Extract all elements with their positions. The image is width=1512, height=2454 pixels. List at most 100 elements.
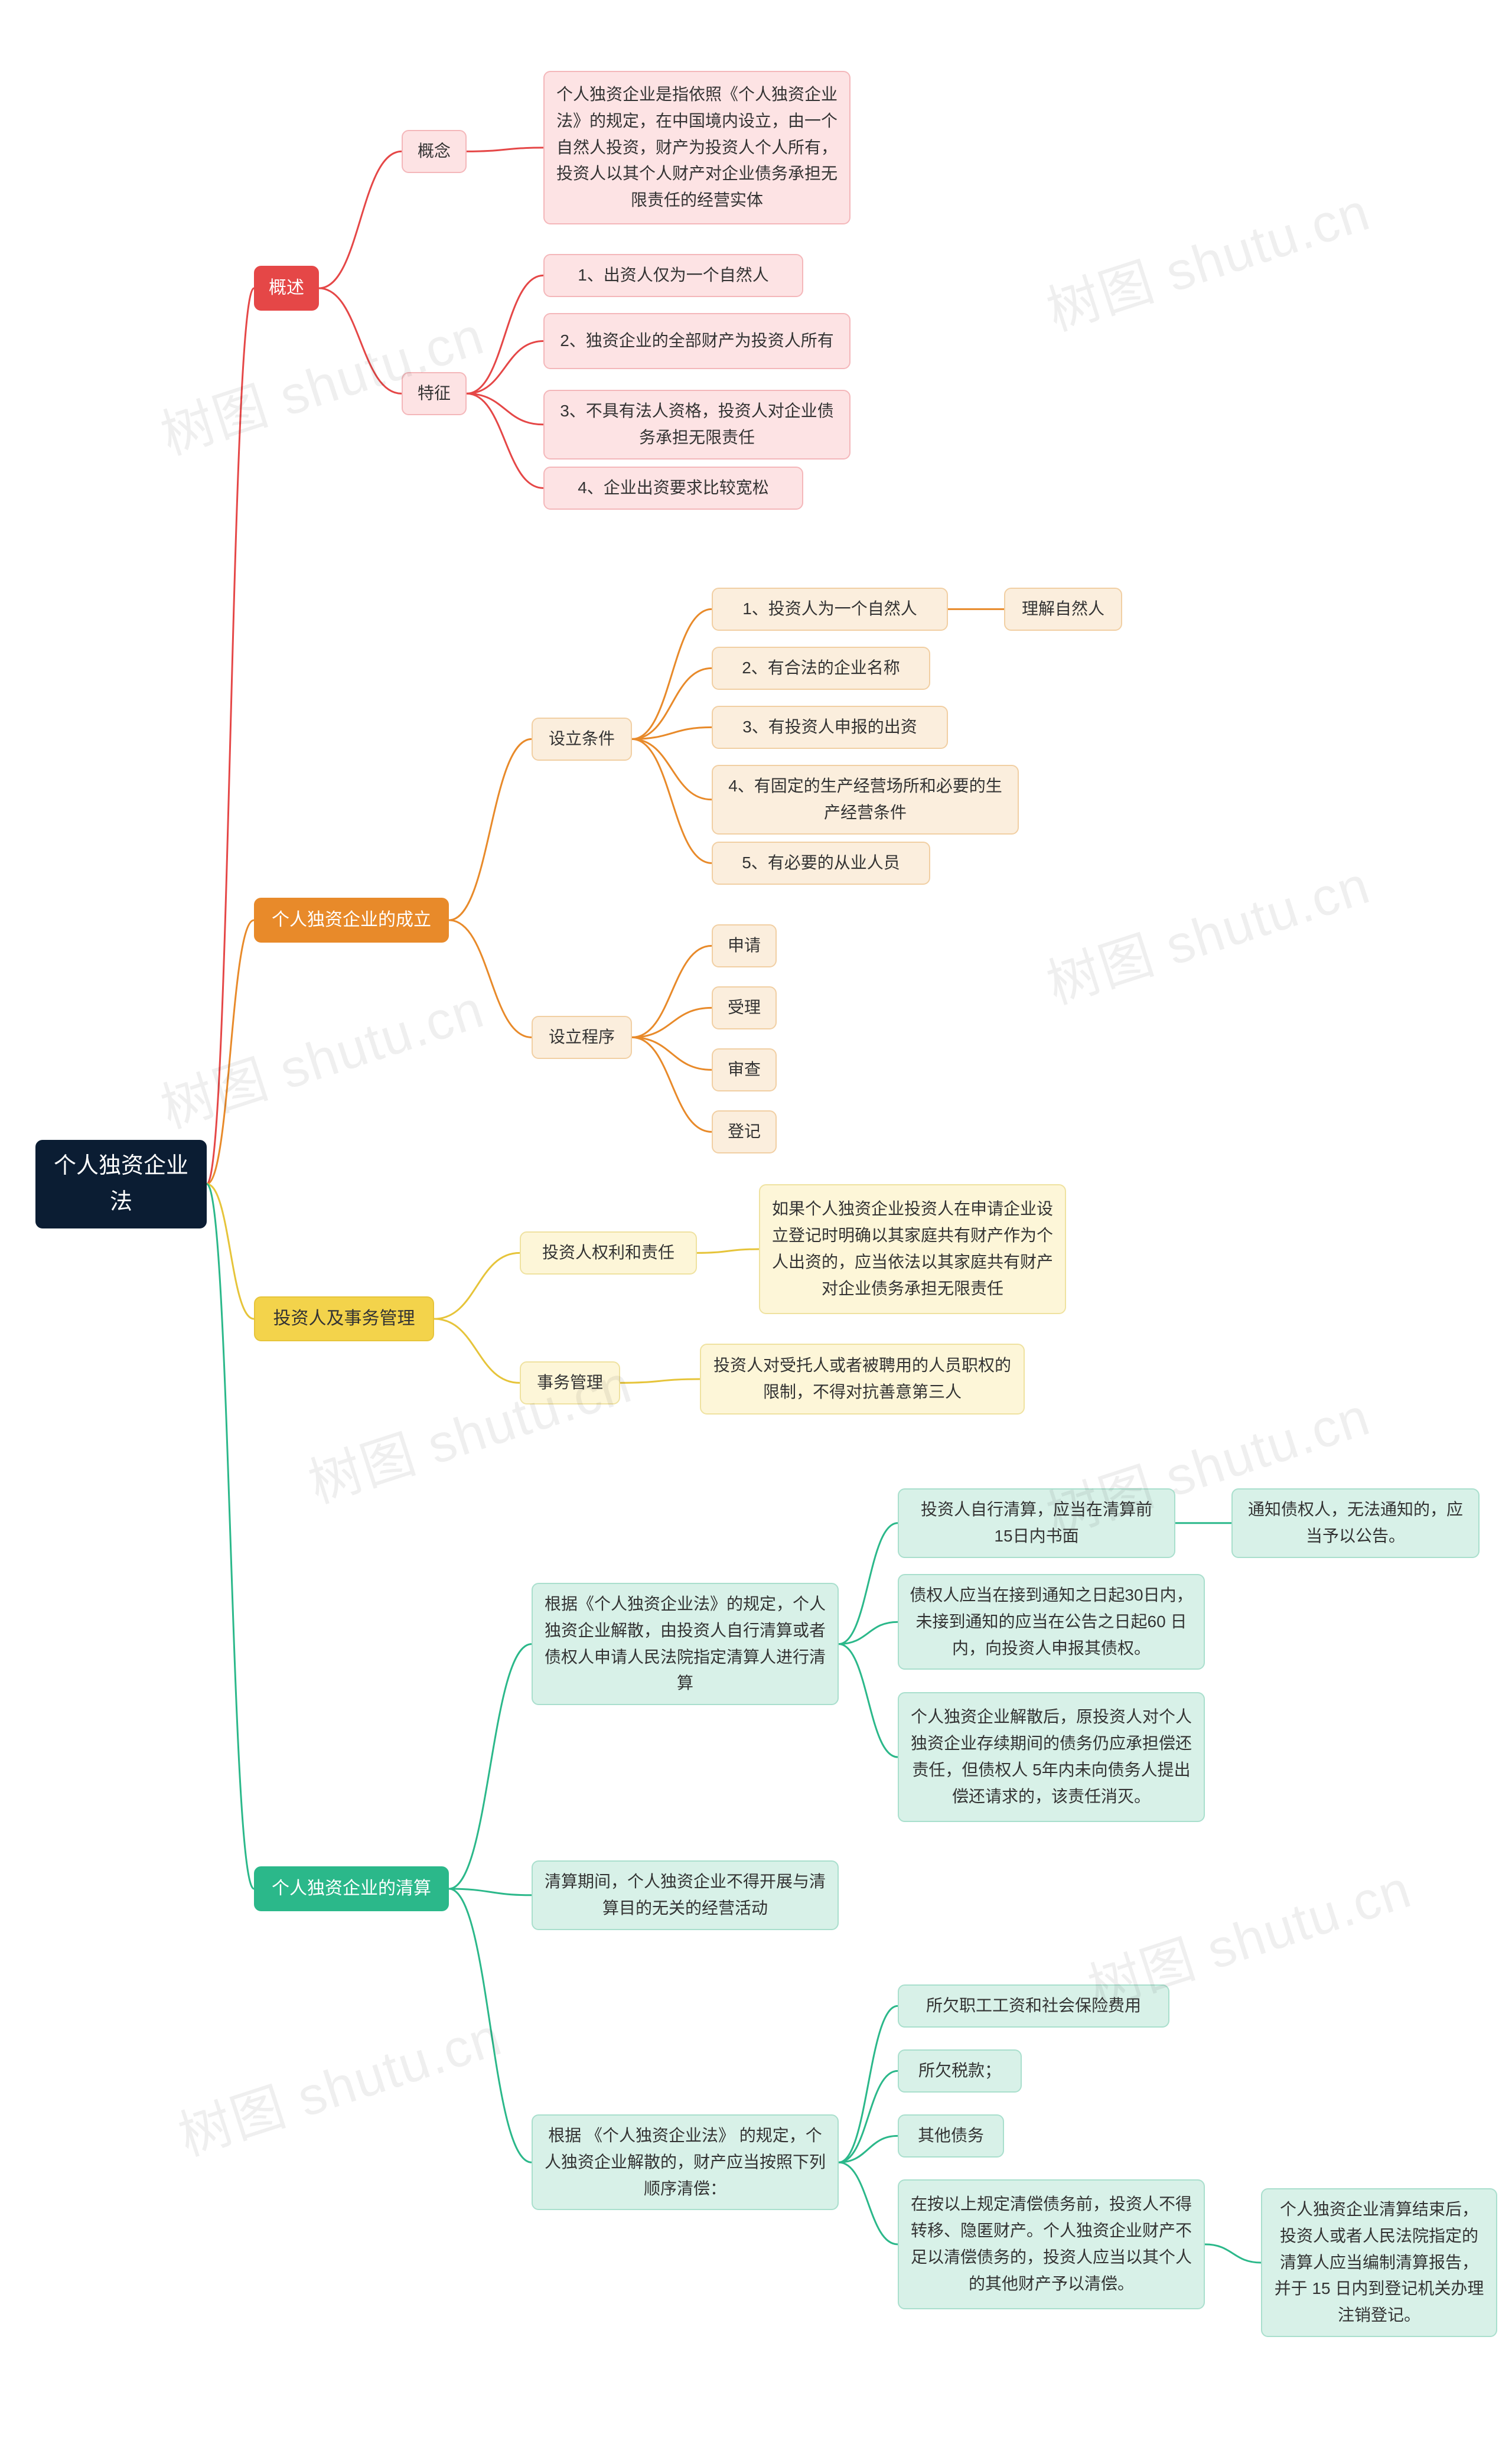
node-b4c4x[interactable]: 个人独资企业清算结束后，投资人或者人民法院指定的清算人应当编制清算报告，并于 1… [1261,2188,1497,2337]
node-b2a5[interactable]: 5、有必要的从业人员 [712,842,930,885]
link-b1-b1b [319,288,402,393]
node-b2a3[interactable]: 3、有投资人申报的出资 [712,706,948,749]
link-b4a-b4a1 [839,1523,898,1644]
link-b2-b2b [449,920,532,1037]
link-b1b-b1b3 [467,393,543,424]
node-label: 4、企业出资要求比较宽松 [578,475,769,501]
node-b3[interactable]: 投资人及事务管理 [254,1296,434,1341]
node-b4c[interactable]: 根据 《个人独资企业法》 的规定，个人独资企业解散的，财产应当按照下列顺序清偿： [532,2114,839,2210]
node-label: 审查 [728,1057,761,1083]
node-label: 5、有必要的从业人员 [742,850,900,876]
link-b1b-b1b2 [467,341,543,394]
node-b2a4[interactable]: 4、有固定的生产经营场所和必要的生产经营条件 [712,765,1019,835]
watermark: 树图 shutu.cn [150,966,493,1143]
node-label: 其他债务 [918,2123,984,2149]
node-b2[interactable]: 个人独资企业的成立 [254,898,449,943]
node-label: 事务管理 [537,1370,603,1396]
node-label: 设立条件 [549,726,615,752]
node-label: 理解自然人 [1022,596,1104,623]
node-b2a2[interactable]: 2、有合法的企业名称 [712,647,930,690]
node-b3a1[interactable]: 如果个人独资企业投资人在申请企业设立登记时明确以其家庭共有财产作为个人出资的，应… [759,1184,1066,1314]
node-label: 2、有合法的企业名称 [742,655,900,682]
node-label: 受理 [728,995,761,1021]
node-root[interactable]: 个人独资企业法 [35,1140,207,1228]
node-b2b1[interactable]: 申请 [712,924,777,967]
node-label: 4、有固定的生产经营场所和必要的生产经营条件 [724,773,1007,826]
link-root-b4 [207,1184,254,1889]
node-b4a1[interactable]: 投资人自行清算，应当在清算前 15日内书面 [898,1488,1175,1558]
link-b4c-b4c3 [839,2136,898,2162]
node-label: 投资人权利和责任 [542,1240,674,1266]
node-b4a[interactable]: 根据《个人独资企业法》的规定，个人独资企业解散，由投资人自行清算或者债权人申请人… [532,1583,839,1705]
node-label: 根据《个人独资企业法》的规定，个人独资企业解散，由投资人自行清算或者债权人申请人… [543,1591,827,1697]
link-b2a-b2a1 [632,609,712,739]
node-b3b[interactable]: 事务管理 [520,1361,620,1404]
node-label: 在按以上规定清偿债务前，投资人不得转移、隐匿财产。个人独资企业财产不足以清偿债务… [910,2191,1193,2297]
link-b1b-b1b4 [467,393,543,488]
node-b2b4[interactable]: 登记 [712,1110,777,1153]
link-b4c4-b4c4x [1205,2244,1261,2263]
link-b2a-b2a2 [632,668,712,739]
mindmap-stage: 个人独资企业法 概述 概念 个人独资企业是指依照《个人独资企业法》的规定，在中国境内设… [0,0,1512,2454]
link-b2-b2a [449,739,532,920]
node-b3a[interactable]: 投资人权利和责任 [520,1231,697,1275]
link-b4-b4c [449,1889,532,2162]
node-label: 个人独资企业是指依照《个人独资企业法》的规定，在中国境内设立，由一个自然人投资，… [555,82,839,214]
node-label: 特征 [418,380,451,407]
node-b1a[interactable]: 概念 [402,130,467,173]
link-root-b2 [207,920,254,1184]
node-label: 申请 [728,933,761,959]
node-b2b[interactable]: 设立程序 [532,1016,632,1059]
link-b3b-b3b1 [620,1379,700,1383]
node-label: 投资人对受托人或者被聘用的人员职权的限制，不得对抗善意第三人 [712,1353,1013,1406]
node-b1a1[interactable]: 个人独资企业是指依照《个人独资企业法》的规定，在中国境内设立，由一个自然人投资，… [543,71,850,224]
node-label: 概念 [418,138,451,165]
node-b2a1x[interactable]: 理解自然人 [1004,588,1122,631]
link-b2a-b2a3 [632,727,712,739]
node-b4c2[interactable]: 所欠税款； [898,2049,1022,2093]
node-b2a[interactable]: 设立条件 [532,718,632,761]
node-b4c1[interactable]: 所欠职工工资和社会保险费用 [898,1984,1169,2028]
link-b4c-b4c1 [839,2006,898,2162]
node-b4b[interactable]: 清算期间，个人独资企业不得开展与清算目的无关的经营活动 [532,1860,839,1930]
link-b4c-b4c4 [839,2162,898,2244]
link-b4c-b4c2 [839,2071,898,2162]
link-b3-b3b [434,1319,520,1383]
node-b1b3[interactable]: 3、不具有法人资格，投资人对企业债务承担无限责任 [543,390,850,459]
node-b2a1[interactable]: 1、投资人为一个自然人 [712,588,948,631]
node-label: 个人独资企业清算结束后，投资人或者人民法院指定的清算人应当编制清算报告，并于 1… [1273,2196,1485,2329]
node-b1b[interactable]: 特征 [402,372,467,415]
link-b1-b1a [319,151,402,288]
node-b4c3[interactable]: 其他债务 [898,2114,1004,2158]
watermark: 树图 shutu.cn [168,1994,510,2171]
node-b2b3[interactable]: 审查 [712,1048,777,1091]
link-b4-b4b [449,1889,532,1895]
watermark: 树图 shutu.cn [1036,842,1379,1019]
node-b4a2[interactable]: 债权人应当在接到通知之日起30日内，未接到通知的应当在公告之日起60 日内，向投… [898,1574,1205,1670]
node-b4a3[interactable]: 个人独资企业解散后，原投资人对个人独资企业存续期间的债务仍应承担偿还责任，但债权… [898,1692,1205,1822]
node-b1b4[interactable]: 4、企业出资要求比较宽松 [543,467,803,510]
link-b2b-b2b2 [632,1008,712,1037]
node-label: 概述 [269,274,304,302]
node-b3b1[interactable]: 投资人对受托人或者被聘用的人员职权的限制，不得对抗善意第三人 [700,1344,1025,1415]
node-b1b2[interactable]: 2、独资企业的全部财产为投资人所有 [543,313,850,369]
node-b4a1x[interactable]: 通知债权人，无法通知的，应当予以公告。 [1231,1488,1480,1558]
link-b1a-b1a1 [467,148,543,151]
link-root-b1 [207,288,254,1184]
node-b4c4[interactable]: 在按以上规定清偿债务前，投资人不得转移、隐匿财产。个人独资企业财产不足以清偿债务… [898,2179,1205,2309]
node-label: 3、有投资人申报的出资 [742,714,917,741]
link-b4-b4a [449,1644,532,1889]
link-b2b-b2b3 [632,1037,712,1070]
node-label: 清算期间，个人独资企业不得开展与清算目的无关的经营活动 [543,1869,827,1922]
node-b2b2[interactable]: 受理 [712,986,777,1029]
link-b4a-b4a3 [839,1644,898,1757]
node-label: 通知债权人，无法通知的，应当予以公告。 [1243,1497,1468,1550]
link-b3-b3a [434,1253,520,1319]
link-b4a-b4a2 [839,1622,898,1644]
node-b1[interactable]: 概述 [254,266,319,311]
node-label: 1、投资人为一个自然人 [742,596,917,623]
node-b4[interactable]: 个人独资企业的清算 [254,1866,449,1911]
link-b3a-b3a1 [697,1249,759,1253]
node-b1b1[interactable]: 1、出资人仅为一个自然人 [543,254,803,297]
node-label: 投资人自行清算，应当在清算前 15日内书面 [910,1497,1164,1550]
